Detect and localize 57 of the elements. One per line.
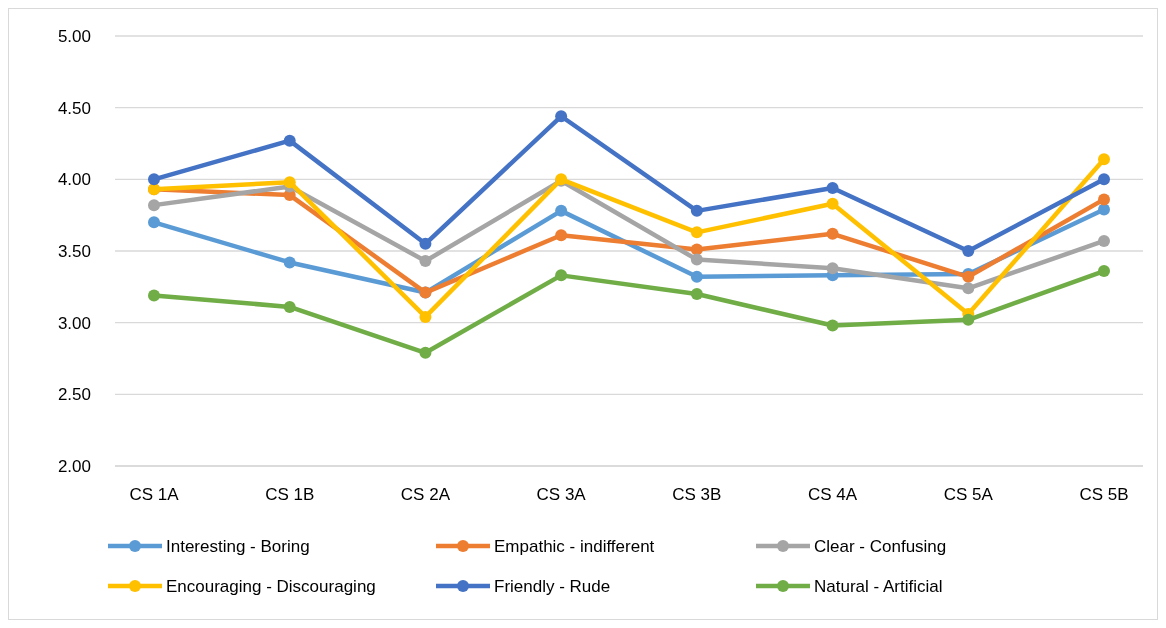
point: [826, 181, 839, 194]
point: [690, 226, 703, 239]
point: [690, 243, 703, 256]
y-tick-label: 2.00: [57, 456, 91, 476]
point: [1098, 193, 1110, 206]
point: [283, 176, 296, 189]
point: [826, 227, 839, 240]
y-tick-label: 5.00: [57, 26, 91, 46]
point: [148, 216, 160, 229]
legend-label: Empathic - indifferent: [494, 536, 655, 556]
y-tick-label: 3.00: [57, 313, 91, 333]
y-tick-label: 4.00: [57, 170, 91, 190]
point: [283, 134, 296, 147]
x-tick-label: CS 4A: [808, 485, 858, 504]
point: [555, 269, 568, 282]
y-tick-label: 2.50: [57, 385, 91, 405]
legend-label: Encouraging - Discouraging: [166, 576, 376, 596]
point: [555, 110, 568, 123]
x-tick-label: CS 2A: [400, 485, 451, 504]
x-tick-label: CS 1B: [265, 485, 315, 504]
point: [826, 319, 839, 332]
legend-label: Natural - Artificial: [814, 576, 943, 596]
point: [962, 313, 975, 326]
point: [148, 289, 160, 302]
point: [690, 288, 703, 300]
point: [826, 197, 839, 210]
point: [826, 262, 839, 275]
x-tick-label: CS 5B: [1079, 485, 1129, 504]
legend-label: Clear - Confusing: [814, 536, 947, 556]
point: [690, 270, 703, 283]
point: [419, 255, 432, 268]
point: [419, 346, 432, 359]
point: [419, 237, 432, 250]
point: [962, 245, 975, 257]
point: [555, 229, 568, 242]
legend-label: Interesting - Boring: [166, 536, 310, 556]
point: [148, 173, 160, 186]
x-tick-label: CS 3A: [536, 485, 587, 504]
x-tick-label: CS 1A: [129, 485, 180, 504]
point: [1098, 153, 1110, 166]
point: [1098, 203, 1110, 216]
x-tick-label: CS 3B: [672, 485, 722, 504]
point: [419, 310, 432, 323]
point: [690, 253, 703, 266]
point: [283, 300, 296, 313]
legend-label: Friendly - Rude: [494, 576, 611, 596]
point: [1098, 173, 1110, 186]
point: [1098, 265, 1110, 278]
y-tick-label: 4.50: [57, 98, 91, 118]
point: [555, 204, 568, 217]
point: [962, 282, 975, 295]
point: [283, 256, 296, 269]
x-tick-label: CS 5A: [943, 485, 994, 504]
point: [148, 199, 160, 212]
point: [690, 204, 703, 217]
point: [1098, 234, 1110, 247]
y-tick-label: 3.50: [57, 241, 91, 261]
